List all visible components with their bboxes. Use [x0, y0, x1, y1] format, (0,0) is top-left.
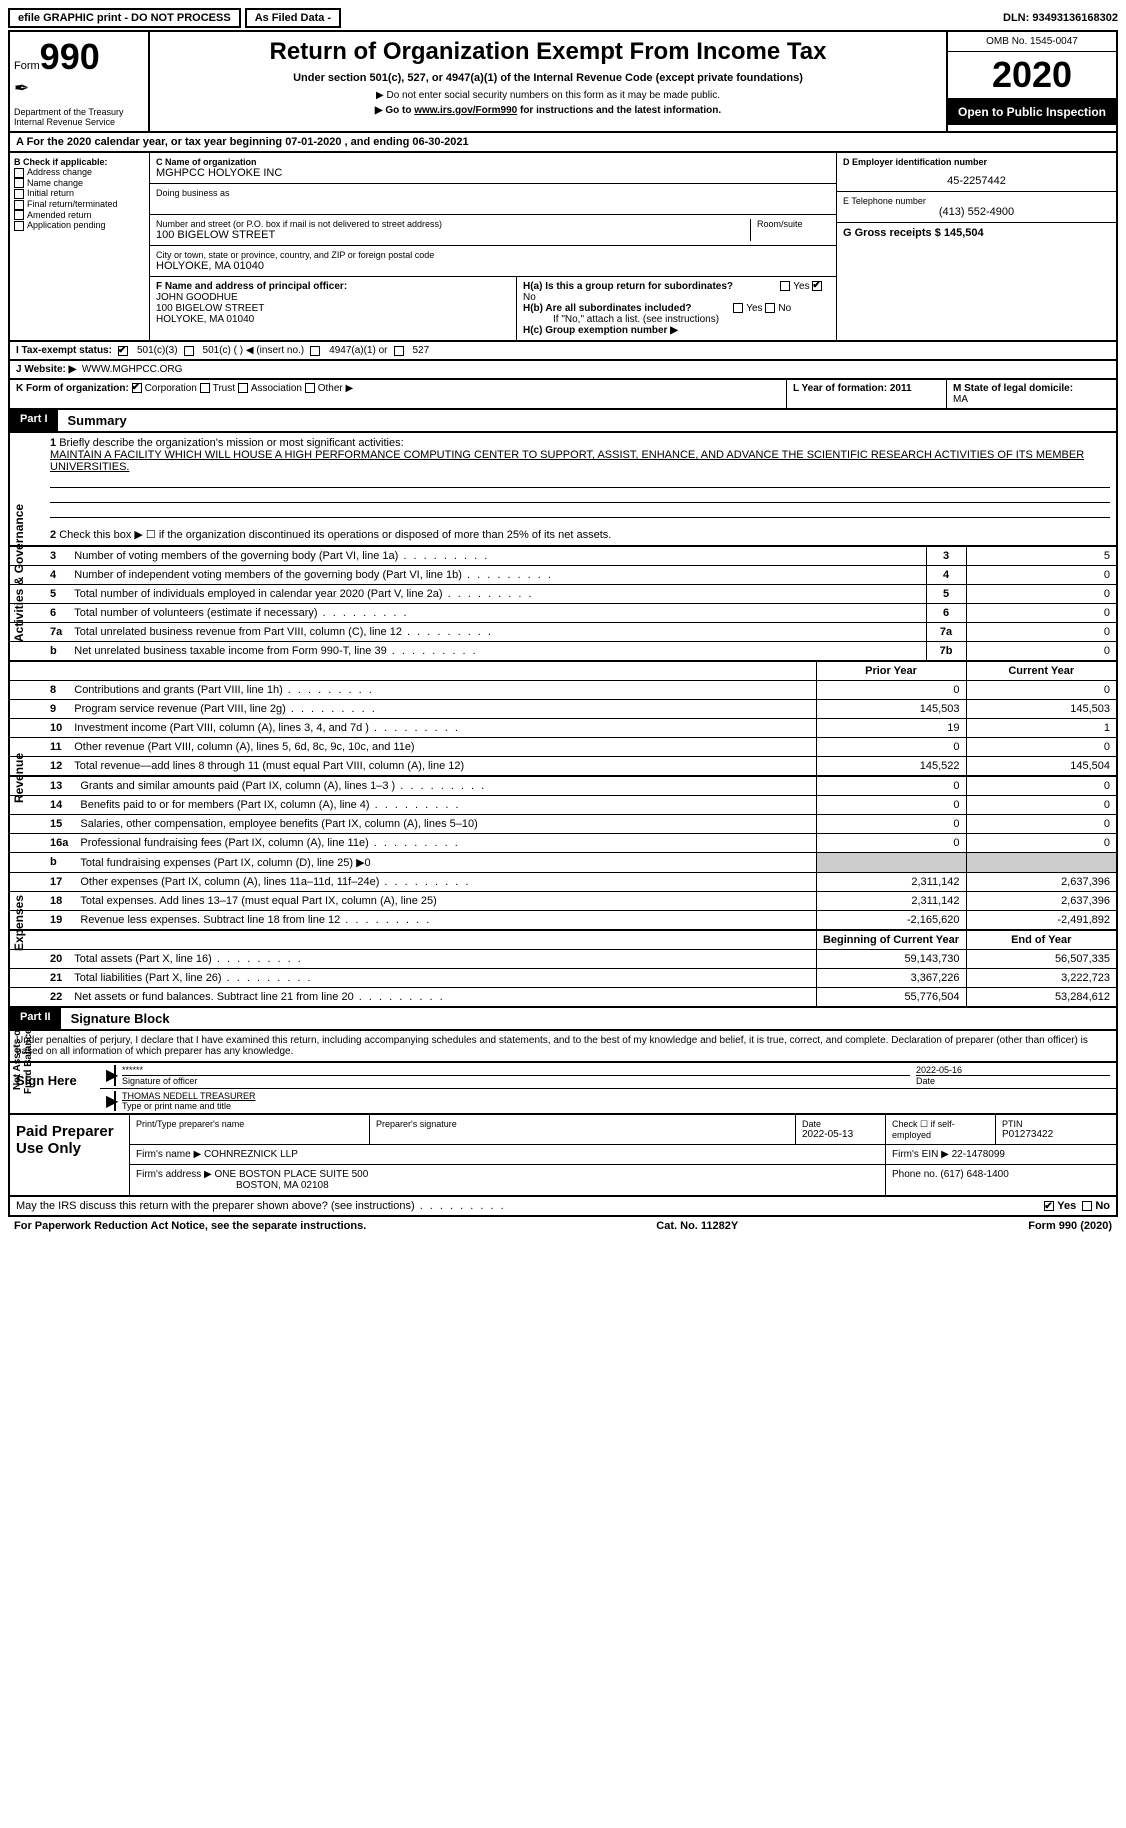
part-1-header: Part I Summary [8, 410, 1118, 433]
row-m: M State of legal domicile:MA [946, 380, 1116, 408]
firm-phone: (617) 648-1400 [940, 1169, 1008, 1180]
firm-address: ONE BOSTON PLACE SUITE 500 [215, 1169, 369, 1180]
subtitle-2: ▶ Do not enter social security numbers o… [156, 90, 940, 101]
subtitle-3: ▶ Go to www.irs.gov/Form990 for instruct… [156, 105, 940, 116]
dln-label: DLN: 93493136168302 [1003, 12, 1118, 24]
governance-table: 3Number of voting members of the governi… [10, 546, 1116, 660]
cb-discuss-yes[interactable] [1044, 1201, 1054, 1211]
entity-section: B Check if applicable: Address change Na… [8, 153, 1118, 342]
row-l: L Year of formation: 2011 [786, 380, 946, 408]
vtab-net-assets: Net Assets or Fund Balances [12, 1013, 34, 1103]
cb-ha-no[interactable] [812, 281, 822, 291]
form-number: 990 [40, 36, 100, 77]
cb-discuss-no[interactable] [1082, 1201, 1092, 1211]
row-a-tax-year: A For the 2020 calendar year, or tax yea… [8, 131, 1118, 153]
cb-application-pending[interactable] [14, 221, 24, 231]
page-footer: For Paperwork Reduction Act Notice, see … [8, 1217, 1118, 1235]
org-name: MGHPCC HOLYOKE INC [156, 167, 830, 179]
cb-corporation[interactable] [132, 383, 142, 393]
subtitle-1: Under section 501(c), 527, or 4947(a)(1)… [156, 72, 940, 84]
gross-receipts: G Gross receipts $ 145,504 [843, 227, 984, 239]
cb-other[interactable] [305, 383, 315, 393]
cb-hb-no[interactable] [765, 303, 775, 313]
row-j-k: J Website: ▶ WWW.MGHPCC.ORG [8, 361, 1118, 380]
cb-527[interactable] [394, 346, 404, 356]
line-1-mission: 1 Briefly describe the organization's mi… [10, 433, 1116, 546]
dba-label: Doing business as [156, 188, 830, 198]
summary-body: Activities & Governance 1 Briefly descri… [8, 433, 1118, 1008]
website-value: WWW.MGHPCC.ORG [82, 364, 183, 375]
form-990-page: efile GRAPHIC print - DO NOT PROCESS As … [0, 0, 1126, 1243]
form-prefix: Form [14, 60, 40, 72]
col-b-title: B Check if applicable: [14, 157, 145, 167]
part-2-header: Part II Signature Block [8, 1008, 1118, 1031]
cb-amended[interactable] [14, 210, 24, 220]
revenue-table: Prior YearCurrent Year 8Contributions an… [10, 660, 1116, 775]
sign-here-row: Sign Here ▶ ****** Signature of officer … [8, 1063, 1118, 1115]
row-i-tax-status: I Tax-exempt status: 501(c)(3) 501(c) ( … [8, 342, 1118, 361]
vtab-expenses: Expenses [12, 843, 26, 1003]
officer-name: JOHN GOODHUE [156, 292, 510, 303]
col-c-org-info: C Name of organization MGHPCC HOLYOKE IN… [150, 153, 836, 340]
topbar: efile GRAPHIC print - DO NOT PROCESS As … [8, 8, 1118, 28]
dept-label: Department of the Treasury Internal Reve… [14, 107, 144, 127]
cb-501c[interactable] [184, 346, 194, 356]
cb-hb-yes[interactable] [733, 303, 743, 313]
sig-date: 2022-05-16 [916, 1065, 1110, 1075]
as-filed-box: As Filed Data - [245, 8, 341, 28]
omb-number: OMB No. 1545-0047 [948, 32, 1116, 52]
cb-trust[interactable] [200, 383, 210, 393]
row-k: K Form of organization: Corporation Trus… [10, 380, 786, 408]
vtab-activities: Activities & Governance [12, 453, 26, 693]
open-to-public: Open to Public Inspection [948, 99, 1116, 125]
hc-label: H(c) Group exemption number ▶ [523, 325, 830, 336]
cb-final-return[interactable] [14, 200, 24, 210]
officer-printed-name: THOMAS NEDELL TREASURER [122, 1091, 1110, 1101]
form-title: Return of Organization Exempt From Incom… [156, 38, 940, 66]
cb-ha-yes[interactable] [780, 281, 790, 291]
cb-association[interactable] [238, 383, 248, 393]
mission-text: MAINTAIN A FACILITY WHICH WILL HOUSE A H… [50, 449, 1084, 473]
irs-discuss-row: May the IRS discuss this return with the… [8, 1197, 1118, 1217]
cb-initial-return[interactable] [14, 189, 24, 199]
street-address: 100 BIGELOW STREET [156, 229, 750, 241]
vtab-revenue: Revenue [12, 723, 26, 833]
phone-value: (413) 552-4900 [843, 206, 1110, 218]
cb-address-change[interactable] [14, 168, 24, 178]
efile-notice: efile GRAPHIC print - DO NOT PROCESS [8, 8, 241, 28]
firm-ein: 22-1478099 [952, 1149, 1005, 1160]
cb-name-change[interactable] [14, 178, 24, 188]
irs-link[interactable]: www.irs.gov/Form990 [414, 105, 517, 116]
sig-declaration: Under penalties of perjury, I declare th… [8, 1031, 1118, 1063]
tax-year: 2020 [948, 52, 1116, 99]
cb-501c3[interactable] [118, 346, 128, 356]
cb-4947[interactable] [310, 346, 320, 356]
header-left: Form990 ✒ Department of the Treasury Int… [10, 32, 150, 131]
col-b-checkboxes: B Check if applicable: Address change Na… [10, 153, 150, 340]
form-header: Form990 ✒ Department of the Treasury Int… [8, 30, 1118, 131]
header-center: Return of Organization Exempt From Incom… [150, 32, 946, 131]
firm-name: COHNREZNICK LLP [204, 1149, 298, 1160]
city-state-zip: HOLYOKE, MA 01040 [156, 260, 830, 272]
col-d-ein: D Employer identification number 45-2257… [836, 153, 1116, 340]
paid-preparer-section: Paid Preparer Use Only Print/Type prepar… [8, 1115, 1118, 1197]
expenses-table: 13Grants and similar amounts paid (Part … [10, 775, 1116, 929]
net-assets-table: Beginning of Current YearEnd of Year 20T… [10, 929, 1116, 1006]
header-right: OMB No. 1545-0047 2020 Open to Public In… [946, 32, 1116, 131]
ein-value: 45-2257442 [843, 167, 1110, 187]
ptin-value: P01273422 [1002, 1129, 1110, 1140]
officer-signature: ****** [122, 1065, 910, 1075]
